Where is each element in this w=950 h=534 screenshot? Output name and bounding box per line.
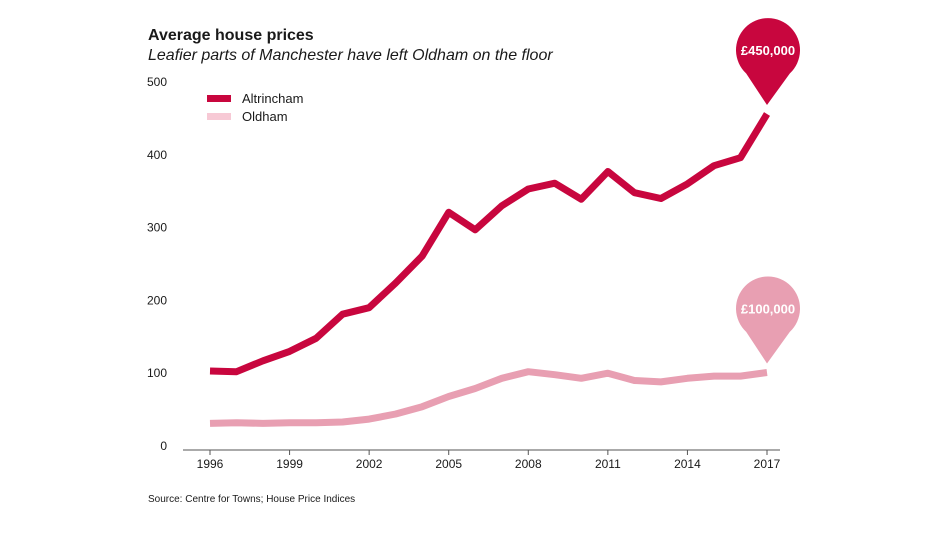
y-tick-label: 500 xyxy=(147,75,167,89)
legend-label-oldham: Oldham xyxy=(242,109,288,124)
legend-swatch-oldham xyxy=(207,113,231,120)
series-line-altrincham xyxy=(209,112,770,376)
legend-label-altrincham: Altrincham xyxy=(242,91,303,106)
chart-title: Average house prices xyxy=(148,27,314,44)
value-pin-altrincham: £450,000 xyxy=(736,18,800,106)
x-tick-label: 1996 xyxy=(197,457,224,471)
series-line-oldham xyxy=(209,368,768,427)
x-tick-label: 2005 xyxy=(435,457,462,471)
x-tick-label: 2002 xyxy=(356,457,383,471)
legend: Altrincham Oldham xyxy=(207,91,303,124)
x-tick-label: 2017 xyxy=(754,457,781,471)
y-tick-label: 100 xyxy=(147,366,167,380)
y-axis: 0 100 200 300 400 500 xyxy=(147,75,167,453)
x-axis: 1996 1999 2002 2005 2008 2011 2014 2017 xyxy=(183,449,781,471)
pin-shape xyxy=(736,276,800,364)
y-tick-label: 300 xyxy=(147,221,167,235)
pin-label: £100,000 xyxy=(741,301,795,316)
y-tick-label: 200 xyxy=(147,293,167,307)
y-tick-label: 400 xyxy=(147,148,167,162)
value-pins: £450,000 £100,000 xyxy=(736,18,800,364)
x-tick-label: 2011 xyxy=(595,457,621,471)
x-tick-label: 1999 xyxy=(276,457,303,471)
value-pin-oldham: £100,000 xyxy=(736,276,800,364)
pin-shape xyxy=(736,18,800,106)
x-tick-label: 2014 xyxy=(674,457,701,471)
y-tick-label: 0 xyxy=(160,439,167,453)
legend-swatch-altrincham xyxy=(207,95,231,102)
x-tick-label: 2008 xyxy=(515,457,542,471)
source-note: Source: Centre for Towns; House Price In… xyxy=(148,494,355,505)
chart-subtitle: Leafier parts of Manchester have left Ol… xyxy=(148,47,553,64)
pin-label: £450,000 xyxy=(741,43,795,58)
series-lines xyxy=(209,112,770,427)
